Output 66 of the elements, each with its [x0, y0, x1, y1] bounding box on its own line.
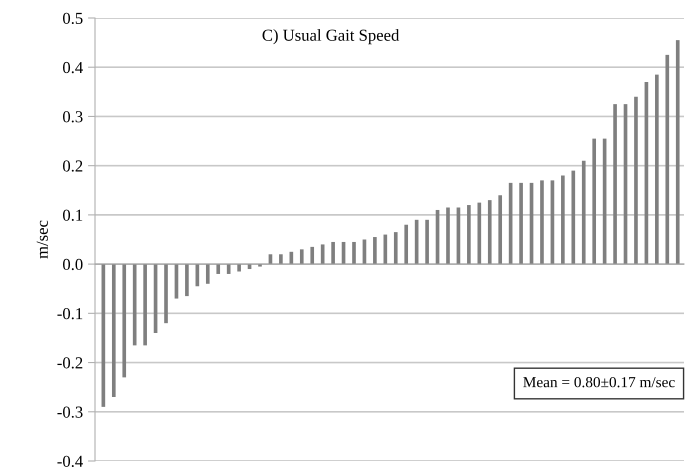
bar: [320, 244, 324, 264]
bar: [456, 208, 460, 264]
bar: [404, 224, 408, 264]
bar: [164, 264, 168, 324]
bar: [132, 264, 137, 346]
bar: [613, 104, 617, 264]
bar: [498, 195, 502, 264]
bar: [414, 220, 418, 264]
bar: [383, 234, 388, 264]
bar: [676, 40, 680, 264]
y-tick-label: -0.1: [57, 308, 82, 320]
bar: [216, 264, 220, 274]
bar: [268, 254, 272, 264]
bar: [373, 237, 377, 264]
bar: [342, 242, 346, 264]
bar: [226, 264, 230, 274]
bar: [112, 264, 116, 398]
bar: [634, 96, 638, 264]
bar: [519, 182, 523, 264]
bar: [185, 264, 189, 296]
bar: [655, 74, 659, 264]
bar: [248, 264, 252, 270]
y-tick-label: -0.3: [57, 406, 83, 418]
y-tick-label: 0.4: [62, 62, 83, 74]
bar: [425, 220, 429, 264]
bar: [122, 264, 126, 378]
bar: [446, 208, 450, 264]
bar: [102, 264, 106, 407]
bar: [561, 176, 565, 264]
bar: [310, 246, 314, 264]
bar: [488, 200, 492, 264]
bar: [477, 202, 482, 264]
annotation: Mean = 0.80±0.17 m/sec: [523, 376, 675, 388]
bar: [143, 264, 147, 346]
bar: [394, 232, 398, 264]
bar: [550, 180, 554, 264]
bar: [362, 240, 366, 264]
bar: [352, 242, 356, 264]
bar: [644, 82, 648, 264]
bar: [331, 242, 335, 264]
bar: [624, 104, 628, 264]
bar: [592, 138, 596, 264]
bar: [436, 210, 440, 264]
y-tick-label: 0.5: [62, 12, 83, 24]
bar: [237, 264, 241, 272]
bar: [206, 264, 210, 284]
bar: [530, 182, 534, 264]
bar: [665, 54, 670, 264]
bar: [508, 182, 512, 264]
y-tick-label: -0.2: [57, 357, 82, 369]
y-tick-label: 0.2: [62, 160, 82, 172]
y-tick-label: 0.1: [62, 210, 82, 221]
y-tick-label: -0.4: [57, 456, 83, 468]
y-tick-label: 0.0: [62, 258, 83, 270]
bar: [582, 160, 586, 264]
bar: [571, 170, 576, 264]
y-axis-title: m/sec: [36, 220, 48, 259]
bar: [602, 138, 606, 264]
text: C) Usual Gait Speed: [262, 29, 400, 44]
bar: [154, 264, 158, 334]
bar: [196, 264, 200, 286]
bar: [540, 180, 544, 264]
bar: [467, 205, 471, 264]
y-tick-label: 0.3: [62, 111, 83, 122]
bar: [174, 264, 178, 299]
bar: [300, 249, 304, 264]
